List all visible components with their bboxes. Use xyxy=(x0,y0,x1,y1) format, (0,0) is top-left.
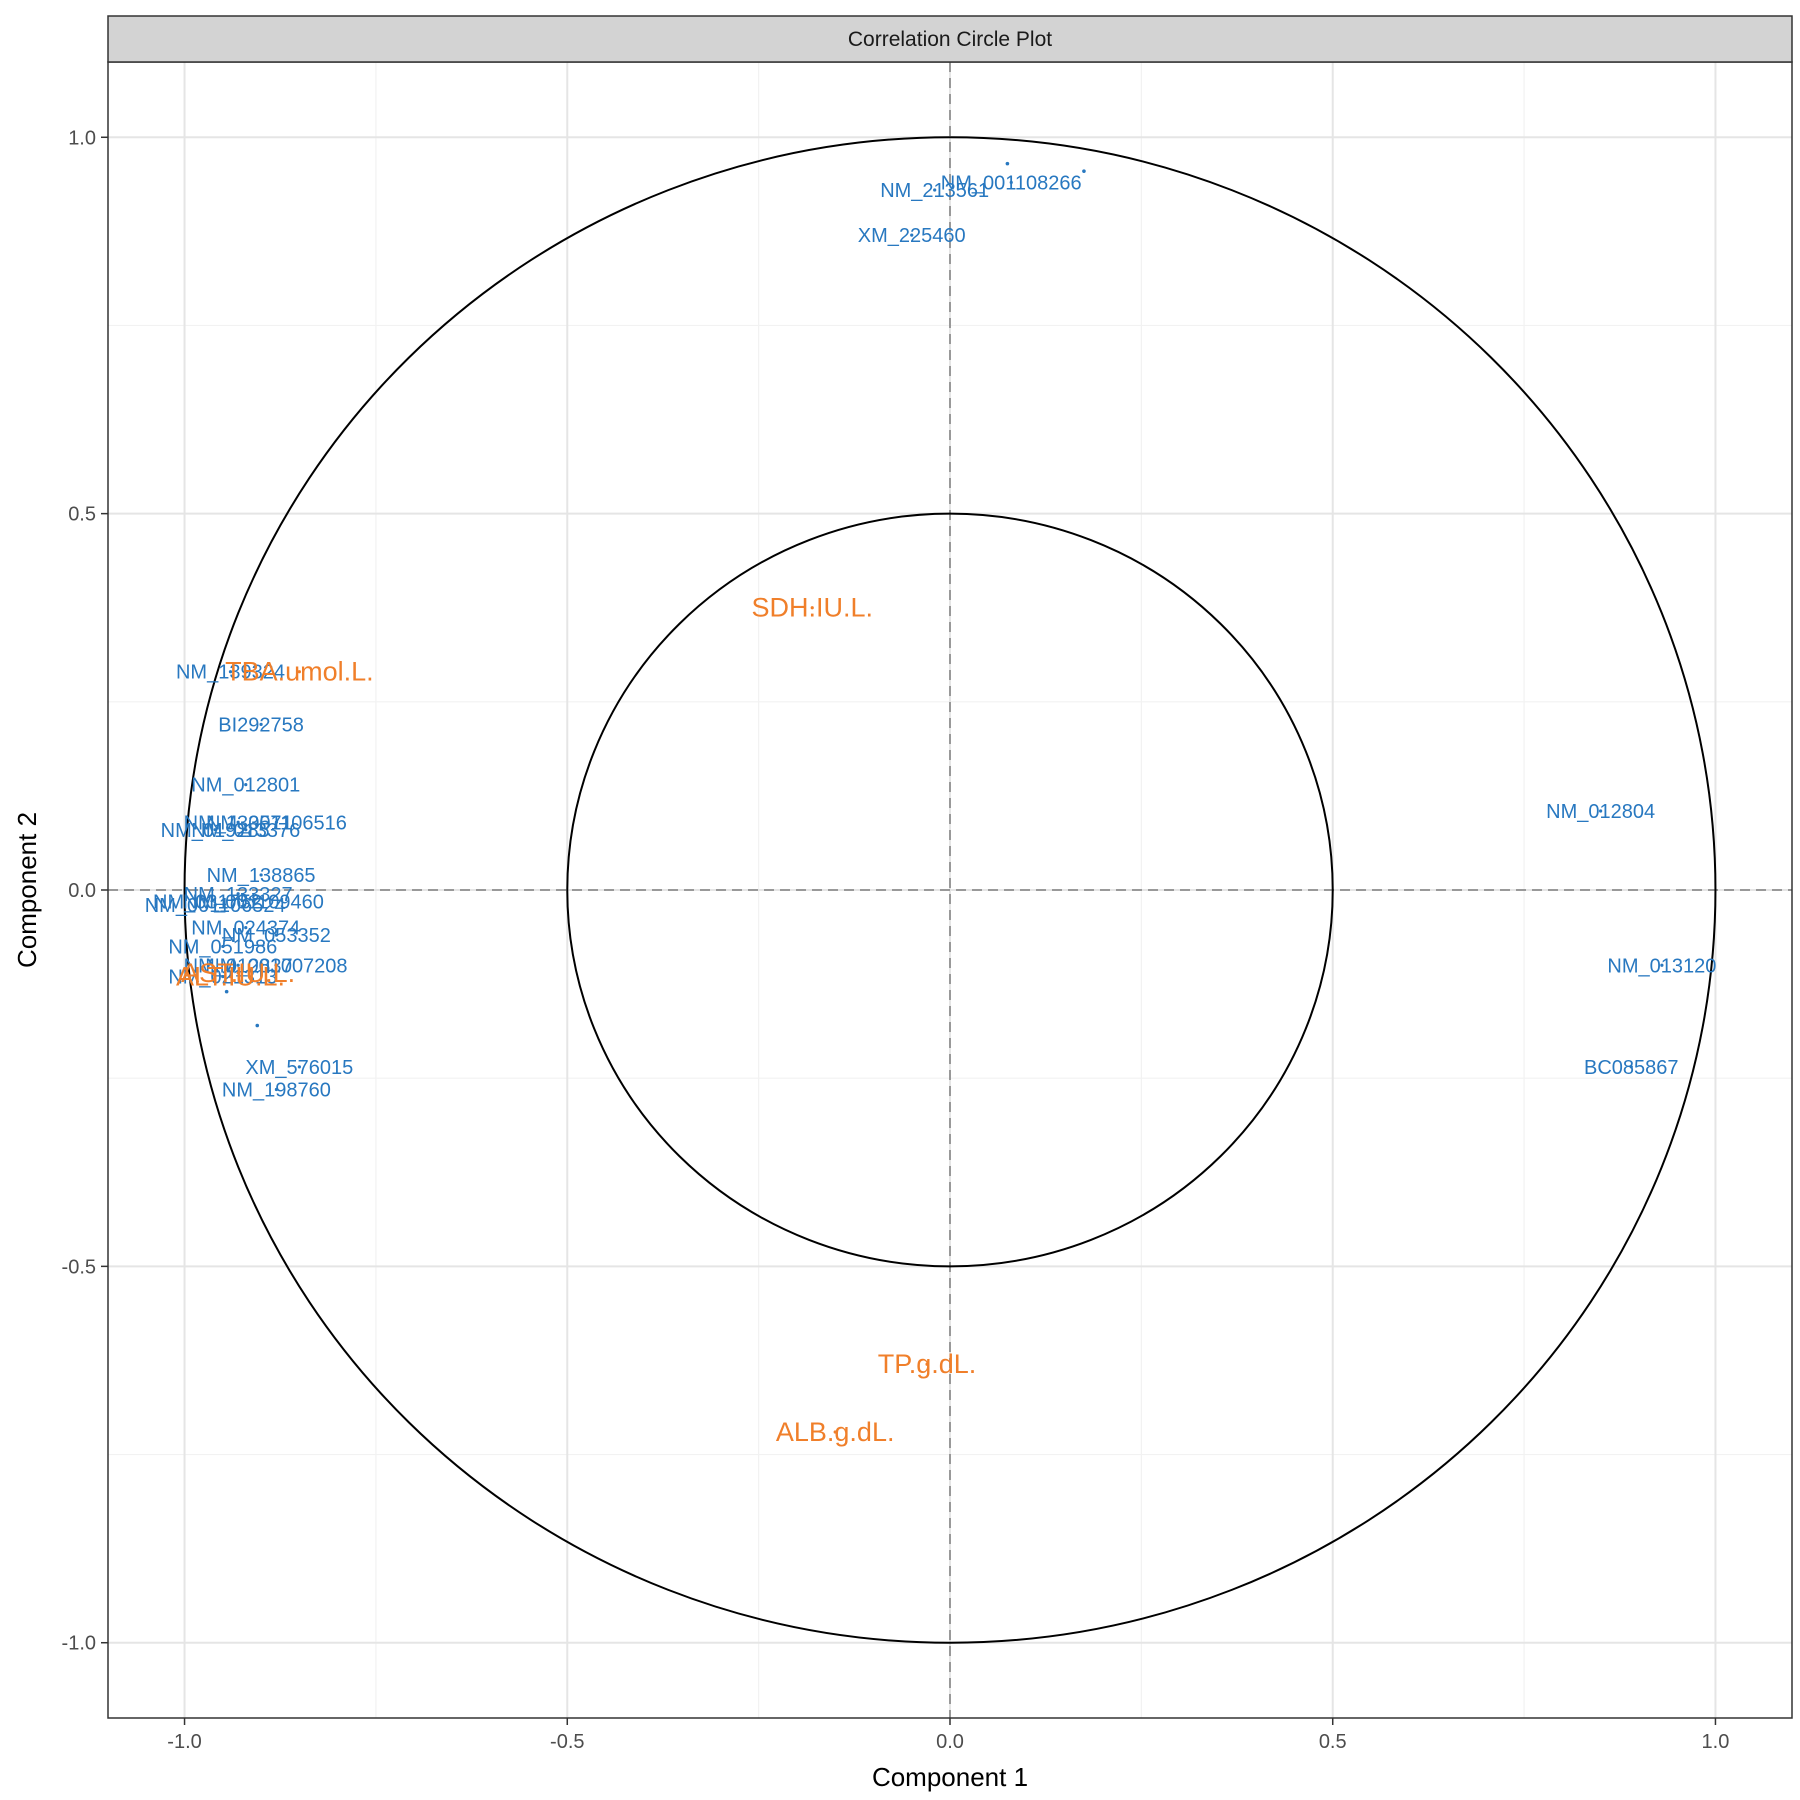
point-s0-16 xyxy=(274,933,278,937)
point-s0-23 xyxy=(1599,809,1603,813)
point-s0-20 xyxy=(221,974,225,979)
point-label-s0-0: NM_001108266 xyxy=(941,172,1082,194)
point-s0-24 xyxy=(1660,963,1664,967)
point-label-s0-2: XM_225460 xyxy=(858,225,966,247)
point-label-s0-13: NM_001106524 xyxy=(145,895,286,917)
x-tick-label-2: 0.0 xyxy=(936,1731,964,1753)
y-tick-label-3: 0.5 xyxy=(68,504,96,526)
point-label-s0-12: NM_001109460 xyxy=(183,891,324,913)
x-tick-label-1: -0.5 xyxy=(550,1731,584,1753)
point-label-s0-17: NM_051986 xyxy=(168,936,277,958)
point-s0-8 xyxy=(244,828,248,832)
title-strip-background xyxy=(107,15,1793,63)
point-label-s0-9: NM_019285 xyxy=(161,820,270,842)
point-s0-6 xyxy=(236,820,240,824)
title-strip: Correlation Circle Plot xyxy=(107,15,1793,63)
point-label-s1-5: ALB.g.dL. xyxy=(776,1417,895,1447)
point-label-s0-16: NM_053352 xyxy=(222,925,331,947)
point-s0-12 xyxy=(251,899,256,903)
point-s0-1 xyxy=(933,188,937,192)
reference-lines xyxy=(108,62,1792,1718)
point-s0-11 xyxy=(236,892,240,896)
point-s0-22 xyxy=(274,1087,278,1092)
point-s0-18 xyxy=(274,963,278,967)
correlation-circles xyxy=(183,136,1717,1644)
point-s1-0 xyxy=(297,670,301,674)
point-label-s1-0: TBA.umol.L. xyxy=(225,657,374,687)
point-s0-25 xyxy=(1629,1065,1633,1069)
point-s0-0 xyxy=(1009,180,1013,185)
chart-title: Correlation Circle Plot xyxy=(848,28,1052,51)
point-label-s1-3: ALT.IU.L. xyxy=(176,962,285,992)
point-label-s0-25: BC085867 xyxy=(1584,1057,1679,1079)
point-label-s0-22: NM_198760 xyxy=(222,1079,331,1101)
point-s1-4 xyxy=(925,1362,929,1366)
x-tick-label-3: 0.5 xyxy=(1319,1731,1347,1753)
point-label-s0-6: NM_133571 xyxy=(184,812,293,834)
point-label-s0-5: NM_012801 xyxy=(191,775,300,797)
point-label-s0-8: NM_013376 xyxy=(191,820,300,842)
point-extra-2 xyxy=(224,989,229,994)
point-s0-2 xyxy=(910,233,914,237)
point-label-s0-24: NM_013120 xyxy=(1607,955,1716,977)
point-s1-1 xyxy=(810,606,814,610)
point-s0-10 xyxy=(259,873,263,877)
y-tick-label-2: 0.0 xyxy=(68,880,96,902)
point-s0-4 xyxy=(259,722,263,727)
point-extra-3 xyxy=(255,1023,260,1028)
x-axis-title: Component 1 xyxy=(872,1762,1028,1792)
correlation-circle-0 xyxy=(183,136,1717,1644)
point-label-s1-1: SDH.IU.L. xyxy=(751,593,873,623)
point-label-s0-10: NM_138865 xyxy=(207,865,316,887)
point-label-s1-2: AST.IU.L. xyxy=(181,958,295,988)
point-label-s0-18: NM_001007208 xyxy=(205,955,347,977)
point-s0-21 xyxy=(297,1065,301,1069)
y-axis-title: Component 2 xyxy=(12,812,42,968)
point-s0-19 xyxy=(236,963,240,967)
points-layer xyxy=(205,161,1664,1434)
y-tick-label-4: 1.0 xyxy=(68,127,96,149)
point-label-s0-4: BI292758 xyxy=(218,714,304,736)
point-label-s0-14: NM_031752 xyxy=(153,891,262,913)
x-tick-label-4: 1.0 xyxy=(1702,1731,1730,1753)
y-tick-label-0: -1.0 xyxy=(62,1633,96,1655)
point-s0-17 xyxy=(221,944,225,949)
point-s0-3 xyxy=(228,670,233,674)
point-s0-13 xyxy=(213,903,217,907)
point-extra-0 xyxy=(1005,161,1010,166)
point-s0-7 xyxy=(274,820,278,824)
point-label-s0-3: NM_139324 xyxy=(176,662,285,684)
point-label-s0-23: NM_012804 xyxy=(1546,801,1655,823)
point-label-s0-1: NM_213561 xyxy=(880,180,989,202)
point-s0-15 xyxy=(244,926,248,930)
point-label-s0-20: NM_021313 xyxy=(168,967,277,989)
y-tick-label-1: -0.5 xyxy=(62,1256,96,1278)
point-s0-14 xyxy=(205,899,210,903)
point-s1-2 xyxy=(236,971,240,975)
correlation-circle-1 xyxy=(566,512,1334,1268)
point-label-s0-7: NM_001106516 xyxy=(206,812,347,834)
point-extra-1 xyxy=(1082,169,1086,173)
point-label-s0-11: NM_133327 xyxy=(184,884,293,906)
point-label-s1-4: TP.g.dL. xyxy=(878,1349,977,1379)
point-s0-9 xyxy=(213,828,217,832)
point-s1-3 xyxy=(228,974,233,979)
point-s1-5 xyxy=(833,1430,837,1434)
point-label-s0-15: NM_024374 xyxy=(191,918,300,940)
point-label-s0-19: NM_012837 xyxy=(184,955,293,977)
point-label-s0-21: XM_576015 xyxy=(245,1057,353,1079)
x-tick-label-0: -1.0 xyxy=(167,1731,201,1753)
axes-layer: -1.0 -0.5 0.0 0.5 1.0 -1.0 -0.5 0.0 0.5 1.0 Compon… xyxy=(12,127,1729,1792)
point-s0-5 xyxy=(244,783,248,787)
